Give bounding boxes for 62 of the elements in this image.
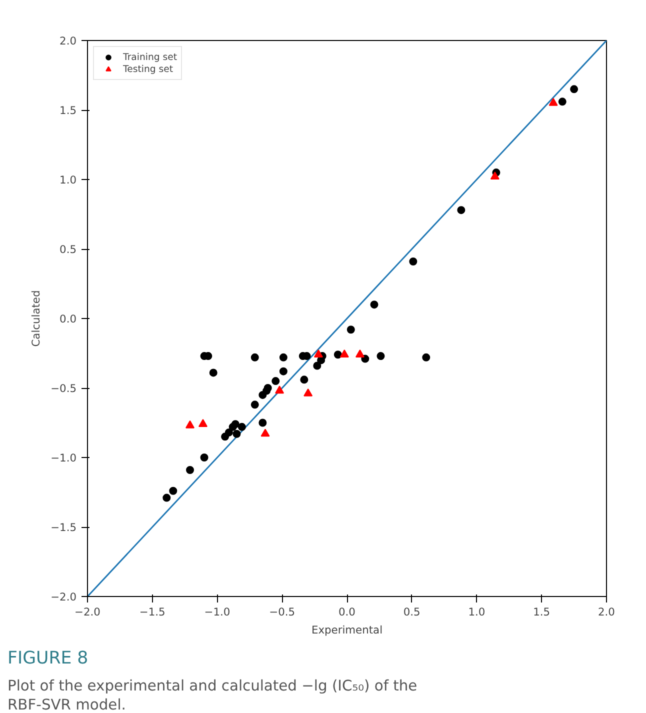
y-tick-label: 0.0 <box>60 312 77 326</box>
point <box>238 422 246 431</box>
point <box>490 172 500 180</box>
point <box>558 98 566 106</box>
point <box>340 350 349 358</box>
point <box>264 384 272 392</box>
x-tick-label: −2.0 <box>74 606 101 618</box>
point <box>334 350 342 359</box>
y-tick-label: −2.0 <box>50 590 77 604</box>
point <box>346 326 355 334</box>
x-tick-label: −0.5 <box>269 606 296 618</box>
x-tick-label: −1.5 <box>139 606 166 618</box>
point <box>258 418 267 427</box>
text: Plot of the experimental and calculated −lg (IC₅₀) of the RBF-SVR model. <box>8 678 418 713</box>
x-tick-label: 1.0 <box>468 606 486 618</box>
point <box>272 377 280 386</box>
point <box>231 420 240 428</box>
point <box>548 98 558 106</box>
point <box>313 362 322 370</box>
point <box>457 206 466 214</box>
point <box>275 386 284 394</box>
point <box>224 428 233 436</box>
point <box>570 85 578 94</box>
x-tick-label: 0.0 <box>338 606 356 618</box>
y-tick-label: −1.0 <box>50 452 77 464</box>
point <box>162 494 171 502</box>
x-axis-title: Experimental <box>311 624 383 636</box>
y-tick-label: 2.0 <box>60 34 77 48</box>
y-tick-label: 1.5 <box>60 104 77 117</box>
point <box>260 428 270 437</box>
point <box>376 352 385 360</box>
point <box>186 466 194 474</box>
x-tick-label: −1.0 <box>204 606 230 618</box>
legend-label: Testing set <box>123 63 174 75</box>
point <box>279 353 288 362</box>
point <box>169 486 178 495</box>
y-tick-label: 1.0 <box>60 174 77 186</box>
point <box>250 400 259 409</box>
point <box>250 353 259 362</box>
legend-label: Training set <box>123 51 178 63</box>
point <box>409 258 418 266</box>
point <box>422 353 430 362</box>
x-tick-label: 1.5 <box>533 606 550 618</box>
y-tick-label: 0.5 <box>60 243 77 256</box>
point <box>232 430 241 438</box>
caption: FIGURE 8 <box>8 648 88 668</box>
y-tick-label: −1.5 <box>50 521 77 534</box>
point <box>198 419 208 427</box>
point <box>355 350 364 358</box>
point <box>314 350 323 358</box>
x-tick-label: 2.0 <box>598 606 616 618</box>
point <box>200 454 208 462</box>
point <box>361 354 370 363</box>
y-axis-title: Calculated <box>30 290 43 347</box>
point <box>300 376 308 384</box>
point <box>279 367 288 376</box>
x-tick-label: 0.5 <box>403 606 420 618</box>
point <box>304 388 313 396</box>
point <box>370 300 378 309</box>
y-tick-label: −0.5 <box>50 382 77 395</box>
point <box>209 368 218 377</box>
point <box>186 420 195 428</box>
